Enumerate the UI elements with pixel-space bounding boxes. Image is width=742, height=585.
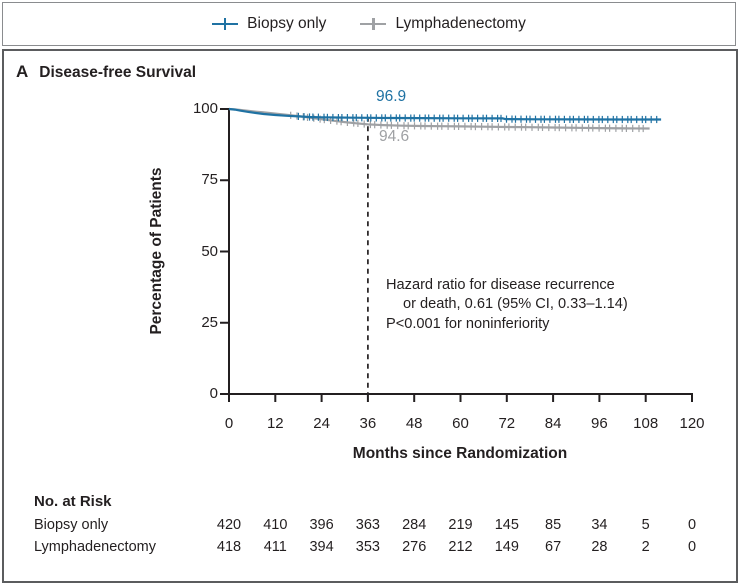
risk-value: 411: [263, 539, 287, 555]
risk-value: 410: [263, 517, 288, 533]
risk-value: 149: [494, 539, 519, 555]
panel-title: A Disease-free Survival: [16, 62, 196, 82]
x-tick-label: 96: [591, 415, 608, 432]
risk-row-label: Biopsy only: [34, 517, 109, 533]
legend-label: Biopsy only: [247, 15, 327, 32]
value-label-lymphadenectomy-36mo: 94.6: [379, 128, 410, 145]
risk-table-title: No. at Risk: [34, 493, 112, 510]
y-tick-label: 75: [201, 171, 218, 189]
hazard-ratio-annotation: Hazard ratio for disease recurrence or d…: [386, 276, 721, 334]
risk-value: 363: [355, 517, 380, 533]
y-tick-label: 100: [192, 100, 218, 117]
survival-plot: [4, 51, 736, 471]
censor-marks-lymphadenectomy: [290, 111, 644, 133]
legend-label: Lymphadenectomy: [395, 15, 526, 32]
x-tick-label: 0: [224, 415, 234, 432]
panel-letter: A: [16, 62, 29, 81]
x-tick-label: 84: [544, 415, 562, 432]
risk-value: 5: [641, 517, 650, 533]
panel-name: Disease-free Survival: [39, 64, 197, 81]
annotation-line: Hazard ratio for disease recurrence: [386, 277, 615, 293]
curve-lymphadenectomy: [228, 107, 650, 133]
censor-line-marker-icon: [360, 18, 387, 31]
risk-value: 276: [402, 539, 427, 555]
risk-value: 418: [216, 539, 242, 555]
curve-biopsy-only: [228, 107, 662, 124]
x-tick-label: 36: [359, 415, 377, 432]
y-tick-label: 25: [201, 313, 218, 331]
risk-value: 219: [448, 517, 473, 533]
risk-value: 212: [448, 539, 473, 555]
x-tick-label: 120: [679, 415, 705, 432]
risk-value: 0: [687, 539, 697, 555]
risk-value: 2: [641, 539, 650, 555]
risk-value: 353: [355, 539, 380, 555]
x-axis-title: Months since Randomization: [352, 445, 568, 462]
figure-legend: Biopsy only Lymphadenectomy: [2, 2, 736, 46]
risk-value: 145: [494, 517, 519, 533]
risk-value: 0: [687, 517, 697, 533]
x-tick-label: 108: [633, 415, 659, 432]
legend-item-lymphadenectomy: Lymphadenectomy: [360, 15, 526, 33]
x-tick-label: 72: [498, 415, 516, 432]
legend-item-biopsy-only: Biopsy only: [212, 15, 326, 33]
censor-marks-biopsy-only: [297, 112, 658, 124]
risk-value: 394: [309, 539, 334, 555]
risk-row-label: Lymphadenectomy: [34, 539, 156, 555]
risk-value: 284: [402, 517, 427, 533]
y-tick-label: 0: [209, 385, 218, 402]
x-tick-label: 24: [313, 415, 330, 432]
risk-value: 34: [591, 517, 608, 533]
annotation-line: or death, 0.61 (95% CI, 0.33–1.14): [403, 296, 628, 313]
annotation-line: P<0.001 for noninferiority: [386, 315, 550, 332]
x-tick-label: 48: [405, 415, 423, 432]
risk-value: 420: [216, 517, 242, 533]
y-tick-label: 50: [201, 242, 218, 260]
risk-value: 67: [545, 539, 562, 555]
figure-panel-a: A Disease-free Survival Percentage of Pat…: [2, 49, 738, 583]
risk-value: 396: [309, 517, 334, 533]
censor-line-marker-icon: [212, 18, 239, 31]
x-tick-label: 12: [266, 415, 284, 432]
risk-value: 28: [591, 539, 608, 555]
value-label-biopsy-36mo: 96.9: [376, 88, 407, 105]
axes: [220, 108, 693, 402]
risk-value: 85: [545, 517, 562, 533]
x-tick-label: 60: [452, 415, 469, 432]
